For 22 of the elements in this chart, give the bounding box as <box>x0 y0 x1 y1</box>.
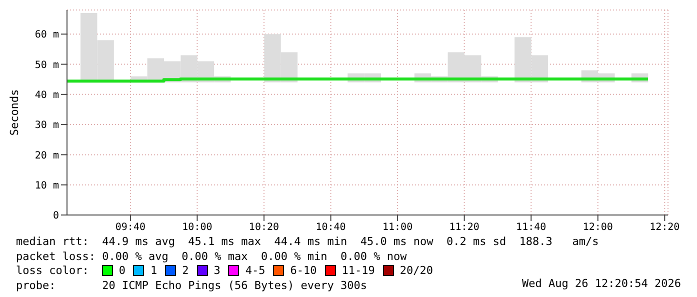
text: Wed Aug 26 12:20:54 2026 <box>522 277 681 290</box>
y-tick-label: 60 m <box>34 30 59 41</box>
x-tick-label: 10:00 <box>182 222 212 234</box>
x-tick-label: 11:00 <box>382 222 413 234</box>
x-tick-label: 09:40 <box>115 222 146 234</box>
y-tick-label: 40 m <box>34 90 59 101</box>
text: probe: 20 ICMP Echo Pings (56 Bytes) every 300s <box>16 278 367 292</box>
x-tick-label: 11:20 <box>449 222 480 234</box>
text: median rtt: 44.9 ms avg 45.1 ms max 44.4 ms min 45.0 ms now 0.2 ms sd 188.3 am/s <box>16 235 599 248</box>
y-axis-title: Seconds <box>8 89 21 136</box>
x-tick-label: 12:00 <box>582 222 613 234</box>
text: loss color: 0 1 2 3 4-5 6-10 11-19 20/20 <box>16 264 433 277</box>
x-tick-label: 10:40 <box>316 222 346 234</box>
y-tick-label: 20 m <box>34 150 59 162</box>
y-tick-label: 30 m <box>34 120 59 132</box>
x-tick-label: 11:40 <box>516 222 546 234</box>
y-tick-label: 50 m <box>34 60 59 71</box>
x-tick-label: 12:20 <box>650 222 680 234</box>
text: packet loss: 0.00 % avg 0.00 % max 0.00 % min 0.00 % now <box>16 250 407 262</box>
y-tick-label: 10 m <box>34 180 59 192</box>
x-tick-label: 10:20 <box>248 222 280 234</box>
y-tick-label: 0 <box>52 210 59 222</box>
